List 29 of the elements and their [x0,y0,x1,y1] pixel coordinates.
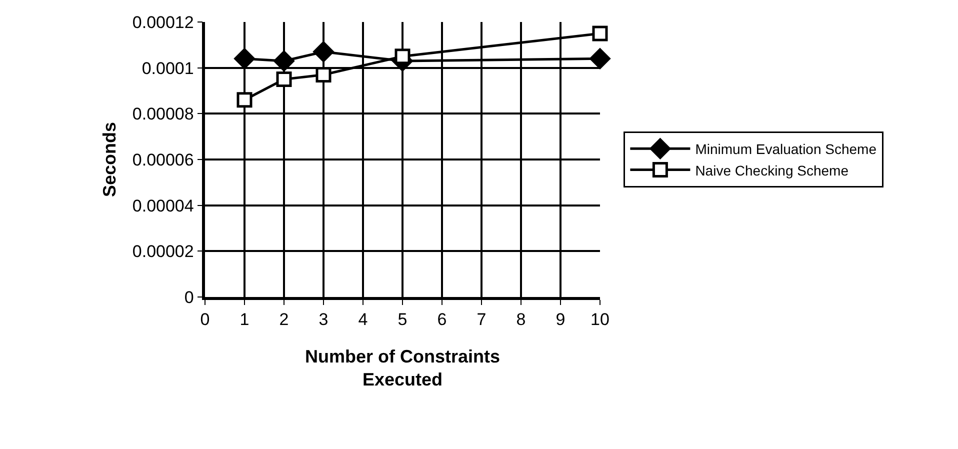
x-tick-label: 0 [200,310,210,330]
x-axis-title: Number of Constraints Executed [304,346,500,390]
point [236,92,252,108]
x-tick-label: 2 [279,310,289,330]
legend-label: Minimum Evaluation Scheme [695,141,877,158]
point [313,41,334,62]
x-tick-label: 1 [240,310,250,330]
y-tick-label: 0.00008 [132,104,194,124]
legend-label: Naive Checking Scheme [695,162,849,178]
y-axis-title: Seconds [100,122,120,198]
point [276,72,292,88]
x-tick-label: 9 [556,310,566,330]
x-tick-label: 4 [358,310,368,330]
x-tick-label: 7 [476,310,486,330]
y-tick-label: 0.00006 [132,150,194,170]
x-tick-label: 8 [516,310,526,330]
point [394,48,410,64]
point [590,48,610,70]
y-tick-label: 0.00002 [132,242,194,262]
point [274,50,294,72]
x-tick-label: 5 [398,310,408,330]
y-tick-label: 0.00004 [132,196,194,216]
x-tick-label: 10 [590,310,610,330]
y-tick-label: 0.0001 [142,58,194,78]
x-tick-label: 3 [318,310,328,330]
point [592,26,608,42]
y-tick-label: 0.00012 [132,12,194,32]
x-tick-label: 6 [437,310,447,330]
y-tick-label: 0 [184,288,194,307]
